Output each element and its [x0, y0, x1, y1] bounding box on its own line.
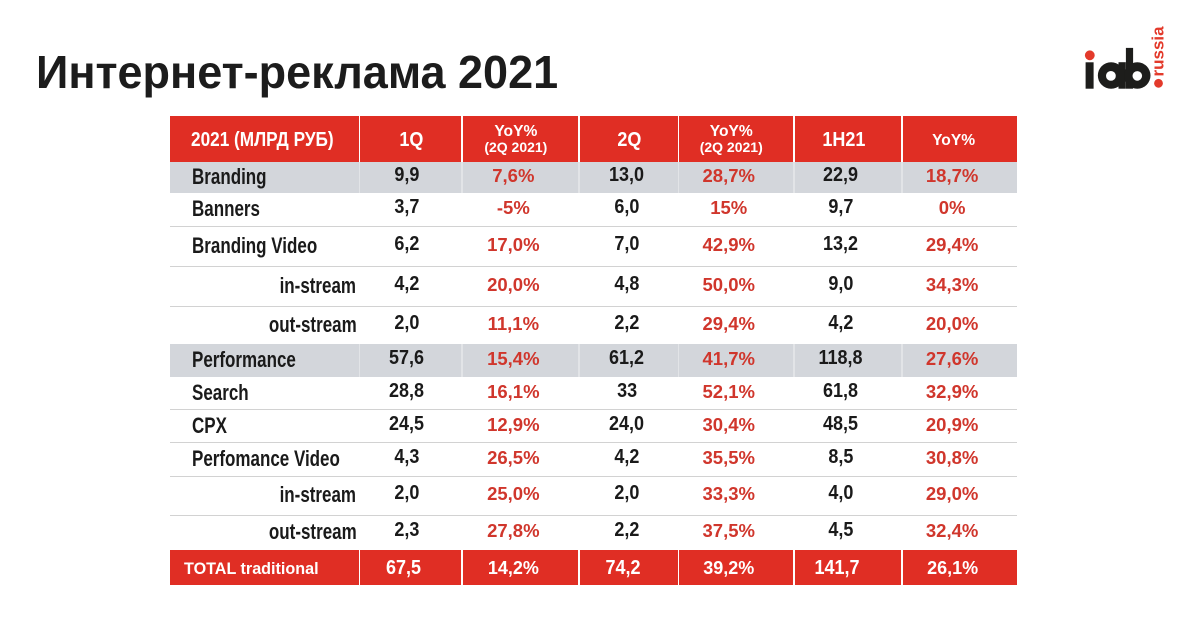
svg-text:russia: russia	[1149, 26, 1168, 77]
